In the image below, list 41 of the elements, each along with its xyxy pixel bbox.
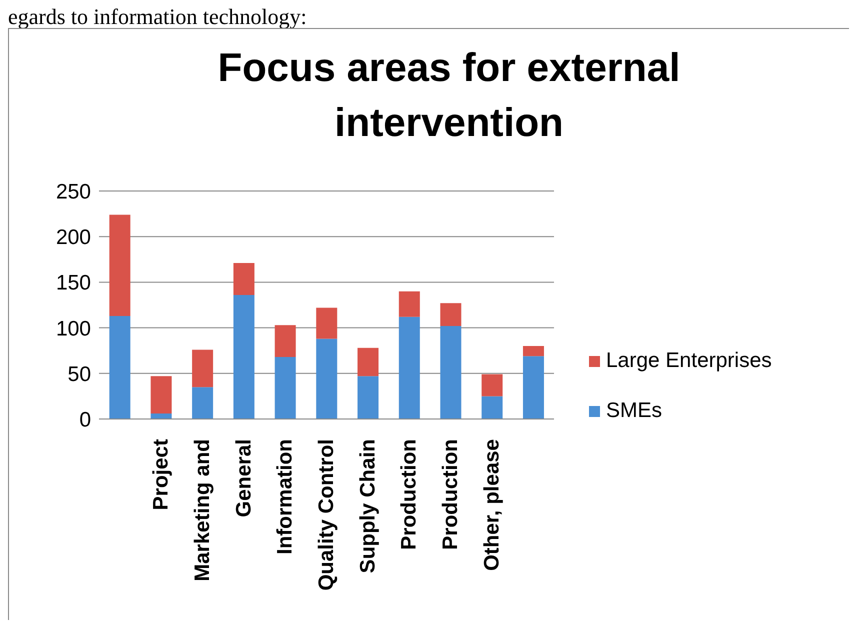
- bar: [274, 325, 296, 357]
- x-tick-label: Information: [274, 439, 297, 554]
- bar: [522, 346, 544, 356]
- bar: [233, 294, 254, 419]
- bar: [482, 374, 503, 396]
- x-tick-label: Production: [439, 439, 462, 550]
- bar: [150, 376, 172, 414]
- x-tick-label: Supply Chain: [356, 439, 380, 574]
- bar: [482, 396, 503, 419]
- bar: [192, 387, 214, 419]
- y-tick-label: 150: [56, 272, 91, 295]
- bar: [192, 350, 214, 388]
- chart-title: Focus areas for external intervention: [216, 45, 682, 147]
- x-tick-label: Marketing and: [190, 439, 214, 582]
- y-tick-label: 100: [56, 317, 91, 340]
- legend-label: SMEs: [606, 399, 662, 423]
- x-tick-label: Project: [150, 439, 173, 510]
- bar: [316, 338, 338, 419]
- x-tick-label: Production: [398, 439, 421, 550]
- x-tick-label: Quality Control: [315, 439, 338, 591]
- bar: [109, 316, 130, 419]
- y-tick-label: 0: [79, 408, 91, 432]
- text: egards to information technology:: [8, 7, 307, 30]
- bar: [233, 263, 254, 295]
- x-tick-label: Other, please: [480, 439, 504, 571]
- y-tick-label: 250: [56, 180, 91, 204]
- bar: [150, 414, 172, 419]
- bar: [316, 308, 338, 339]
- bar: [440, 303, 462, 326]
- bar: [522, 356, 544, 419]
- bar: [398, 291, 420, 317]
- y-tick-label: 200: [56, 226, 91, 250]
- x-tick-label: General: [232, 439, 256, 518]
- bar: [398, 316, 420, 419]
- legend-label: Large Enterprises: [606, 349, 772, 373]
- bar: [109, 214, 130, 316]
- bar: [358, 348, 379, 376]
- bar: [358, 376, 379, 419]
- y-tick-label: 50: [68, 362, 91, 386]
- bar: [440, 326, 462, 419]
- bar: [274, 356, 296, 419]
